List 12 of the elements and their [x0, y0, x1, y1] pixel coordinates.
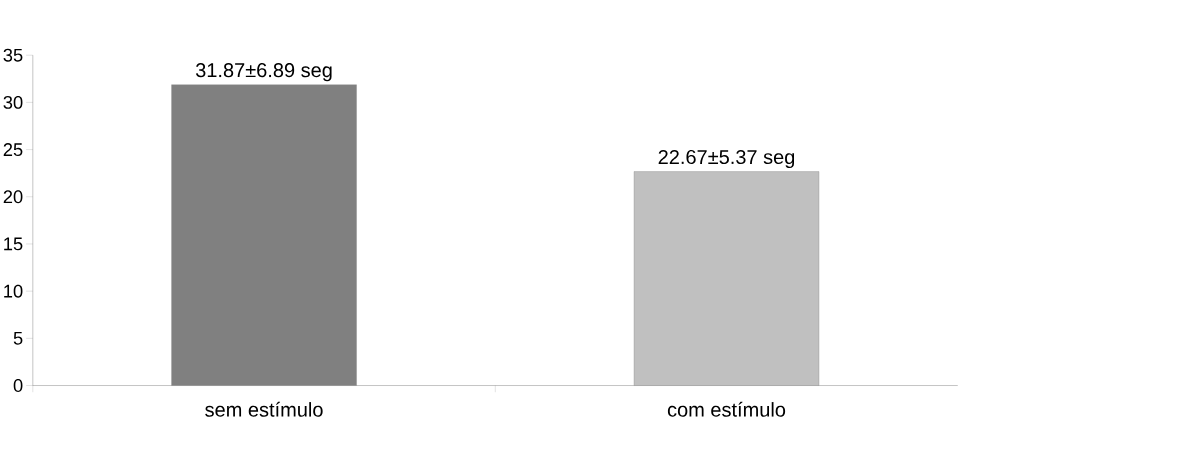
- y-tick-label: 15: [4, 237, 23, 251]
- y-tick-label: 0: [13, 378, 23, 392]
- y-tick-label: 10: [4, 284, 23, 298]
- y-tick-label: 35: [3, 48, 23, 62]
- y-tick-label: 25: [3, 143, 23, 156]
- y-tick-label: 20: [3, 190, 23, 204]
- data-label: 22.67±5.37 seg: [658, 149, 795, 168]
- x-tick-label: com estímulo: [667, 401, 786, 417]
- y-tick-label: 5: [13, 331, 23, 345]
- data-label: 31.87±6.89 seg: [195, 63, 332, 82]
- x-tick-label: sem estímulo: [205, 401, 323, 417]
- y-tick-label: 30: [3, 95, 23, 109]
